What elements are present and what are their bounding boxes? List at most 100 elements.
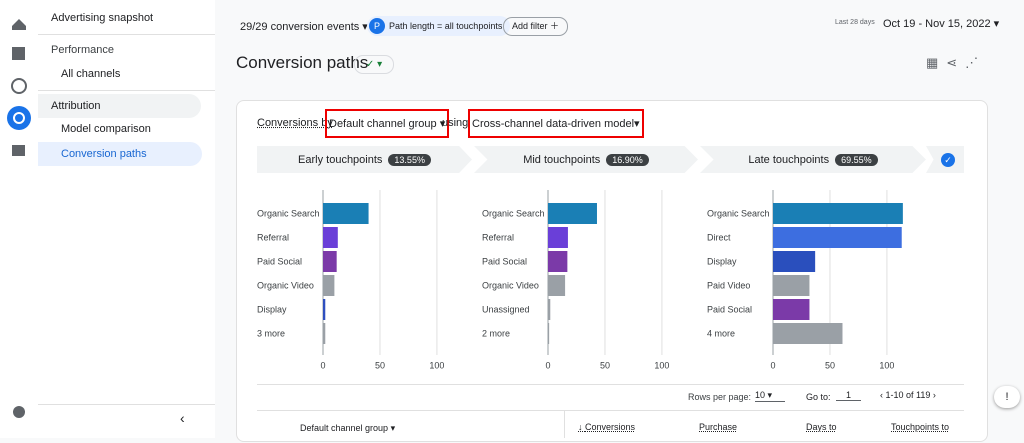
x-tick-label: 50 xyxy=(600,360,610,370)
tab-label: Late touchpoints xyxy=(748,153,830,166)
nav-section[interactable]: Performance xyxy=(51,44,114,56)
x-tick-label: 100 xyxy=(654,360,669,370)
bar xyxy=(323,227,338,248)
collapse-button[interactable]: ‹ xyxy=(180,410,185,426)
dimension: Default channel group xyxy=(329,118,437,130)
goto-label: Go to: xyxy=(806,392,831,402)
bar xyxy=(548,203,597,224)
x-tick-label: 50 xyxy=(375,360,385,370)
bar xyxy=(323,299,326,320)
x-tick-label: 0 xyxy=(320,360,325,370)
bar xyxy=(548,275,566,296)
table-header[interactable]: Purchase xyxy=(699,422,738,432)
sidebar: Advertising snapshot Performance All cha… xyxy=(38,0,215,438)
events: 29/29 conversion events xyxy=(240,21,360,33)
nav-section[interactable]: Attribution xyxy=(38,94,201,118)
page-range: 1-10 of 119 xyxy=(885,390,931,400)
icon-rail xyxy=(0,0,39,438)
bar xyxy=(323,251,337,272)
divider xyxy=(257,384,964,385)
add-filter-text: Add filter xyxy=(512,21,548,31)
category-label: Paid Social xyxy=(482,256,527,266)
feedback-button[interactable]: ! xyxy=(994,386,1020,408)
category-label: Organic Video xyxy=(482,280,539,290)
events-selector[interactable]: 29/29 conversion events ▾ xyxy=(240,21,368,33)
bar xyxy=(773,299,810,320)
tab-label: Early touchpoints xyxy=(298,153,383,166)
bar xyxy=(773,203,903,224)
bar xyxy=(773,323,843,344)
bar xyxy=(548,299,551,320)
dimension-selector[interactable]: Default channel group ▾ xyxy=(325,109,450,138)
table-header[interactable]: ↓ Conversions xyxy=(578,422,636,432)
bar xyxy=(323,203,369,224)
header-text: Default channel group xyxy=(300,423,389,433)
rows-select[interactable]: 10 ▾ xyxy=(755,390,785,402)
rail-icons xyxy=(7,19,31,418)
using-label: using xyxy=(442,117,469,129)
x-tick-label: 50 xyxy=(825,360,835,370)
filter-chip[interactable]: P Path length = all touchpoints xyxy=(367,16,511,36)
page-title: Conversion paths xyxy=(236,53,369,72)
rows-label: Rows per page: xyxy=(688,392,752,402)
rows: 10 xyxy=(755,390,766,400)
divider xyxy=(38,90,215,91)
category-label: 3 more xyxy=(257,328,285,338)
header-text: Conversions xyxy=(585,422,636,432)
chip-text: Path length = all touchpoints xyxy=(389,21,503,31)
bar xyxy=(773,227,902,248)
x-tick-label: 0 xyxy=(545,360,550,370)
by-label: Conversions by xyxy=(257,117,333,129)
status-chip[interactable]: ✓ ▾ xyxy=(354,55,394,74)
category-label: Organic Search xyxy=(482,208,545,218)
add-filter[interactable]: Add filter ＋ xyxy=(503,17,569,36)
category-label: Organic Search xyxy=(707,208,770,218)
tab-badge: 16.90% xyxy=(606,153,649,166)
nav-item[interactable]: All channels xyxy=(61,68,121,80)
category-label: Referral xyxy=(257,232,289,242)
tab-label: Mid touchpoints xyxy=(523,153,601,166)
range: Oct 19 - Nov 15, 2022 xyxy=(883,18,991,30)
table-header[interactable]: Default channel group ▾ xyxy=(300,423,396,433)
category-label: Unassigned xyxy=(482,304,530,314)
table-header[interactable]: Days to xyxy=(806,422,837,432)
x-tick-label: 100 xyxy=(879,360,894,370)
tab[interactable]: Mid touchpoints 16.90% xyxy=(474,146,698,173)
category-label: Organic Search xyxy=(257,208,320,218)
goto-input[interactable]: 1 xyxy=(836,390,861,401)
tab-badge: 69.55% xyxy=(835,153,878,166)
chip-icon: P xyxy=(369,18,385,34)
nav-item-active[interactable]: Conversion paths xyxy=(38,142,202,166)
pager[interactable]: ‹ 1-10 of 119 › xyxy=(880,390,936,400)
category-label: Display xyxy=(707,256,737,266)
divider xyxy=(257,410,964,411)
tab-badge: 13.55% xyxy=(388,153,431,166)
x-tick-label: 0 xyxy=(770,360,775,370)
tab[interactable]: Late touchpoints 69.55% xyxy=(700,146,926,173)
bar xyxy=(773,275,810,296)
category-label: 2 more xyxy=(482,328,510,338)
category-label: Paid Video xyxy=(707,280,750,290)
page-actions[interactable]: ▦⋖⋰ xyxy=(926,55,987,70)
category-label: Paid Social xyxy=(257,256,302,266)
tab[interactable]: Early touchpoints 13.55% xyxy=(257,146,472,173)
model: Cross-channel data-driven model xyxy=(472,118,635,130)
model-selector[interactable]: Cross-channel data-driven model▾ xyxy=(468,109,644,138)
category-label: 4 more xyxy=(707,328,735,338)
category-label: Direct xyxy=(707,232,731,242)
bar xyxy=(548,251,568,272)
bar xyxy=(773,251,816,272)
divider xyxy=(38,404,215,405)
bar xyxy=(323,275,335,296)
category-label: Organic Video xyxy=(257,280,314,290)
category-label: Display xyxy=(257,304,287,314)
nav-item[interactable]: Model comparison xyxy=(61,123,151,135)
table-header[interactable]: Touchpoints to xyxy=(891,422,950,432)
category-label: Paid Social xyxy=(707,304,752,314)
date-range[interactable]: Oct 19 - Nov 15, 2022 ▾ xyxy=(883,18,1000,30)
nav-title[interactable]: Advertising snapshot xyxy=(51,12,154,24)
bar xyxy=(548,323,550,344)
category-label: Referral xyxy=(482,232,514,242)
